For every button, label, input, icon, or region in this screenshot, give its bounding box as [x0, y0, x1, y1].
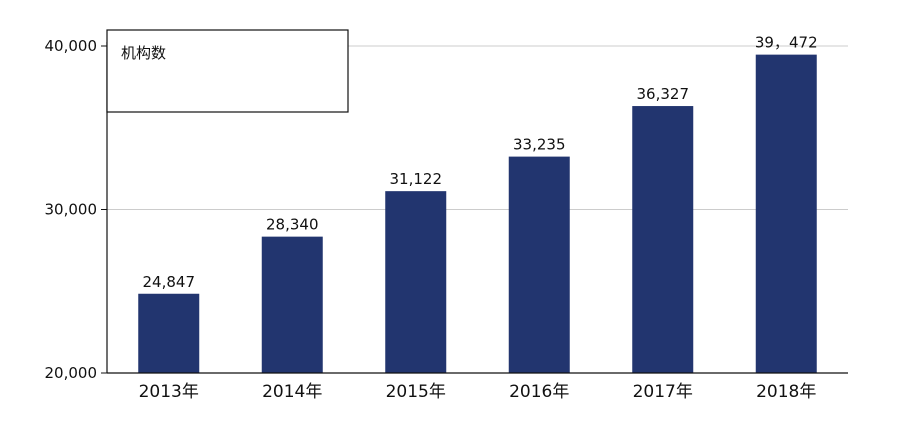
- bar: [261, 236, 323, 373]
- y-tick-label: 20,000: [45, 364, 98, 382]
- x-tick-label: 2013年: [139, 382, 199, 402]
- legend-label: 机构数: [121, 44, 166, 62]
- x-tick-label: 2017年: [633, 382, 693, 402]
- data-label: 36,327: [637, 85, 690, 103]
- x-tick-label: 2016年: [509, 382, 569, 402]
- legend-box: [106, 29, 349, 113]
- bars: [138, 54, 817, 373]
- x-axis: 2013年 2014年 2015年 2016年 2017年 2018年: [107, 372, 848, 402]
- x-tick-label: 2015年: [386, 382, 446, 402]
- data-label: 33,235: [513, 136, 566, 154]
- bar: [385, 191, 447, 373]
- legend: 机构数: [106, 29, 349, 113]
- y-tick-label: 30,000: [45, 201, 98, 219]
- data-label: 39，472: [755, 34, 818, 52]
- x-tick-label: 2018年: [756, 382, 816, 402]
- data-label: 24,847: [143, 273, 196, 291]
- data-label: 28,340: [266, 216, 319, 234]
- y-tick-label: 40,000: [45, 37, 98, 55]
- data-labels: 24,847 28,340 31,122 33,235 36,327 39，472: [143, 34, 818, 291]
- bar: [138, 293, 200, 373]
- bar: [755, 54, 817, 373]
- data-label: 31,122: [390, 170, 443, 188]
- bar: [632, 106, 694, 373]
- bar: [508, 156, 570, 373]
- y-axis: 20,000 30,000 40,000: [45, 37, 108, 382]
- x-tick-label: 2014年: [262, 382, 322, 402]
